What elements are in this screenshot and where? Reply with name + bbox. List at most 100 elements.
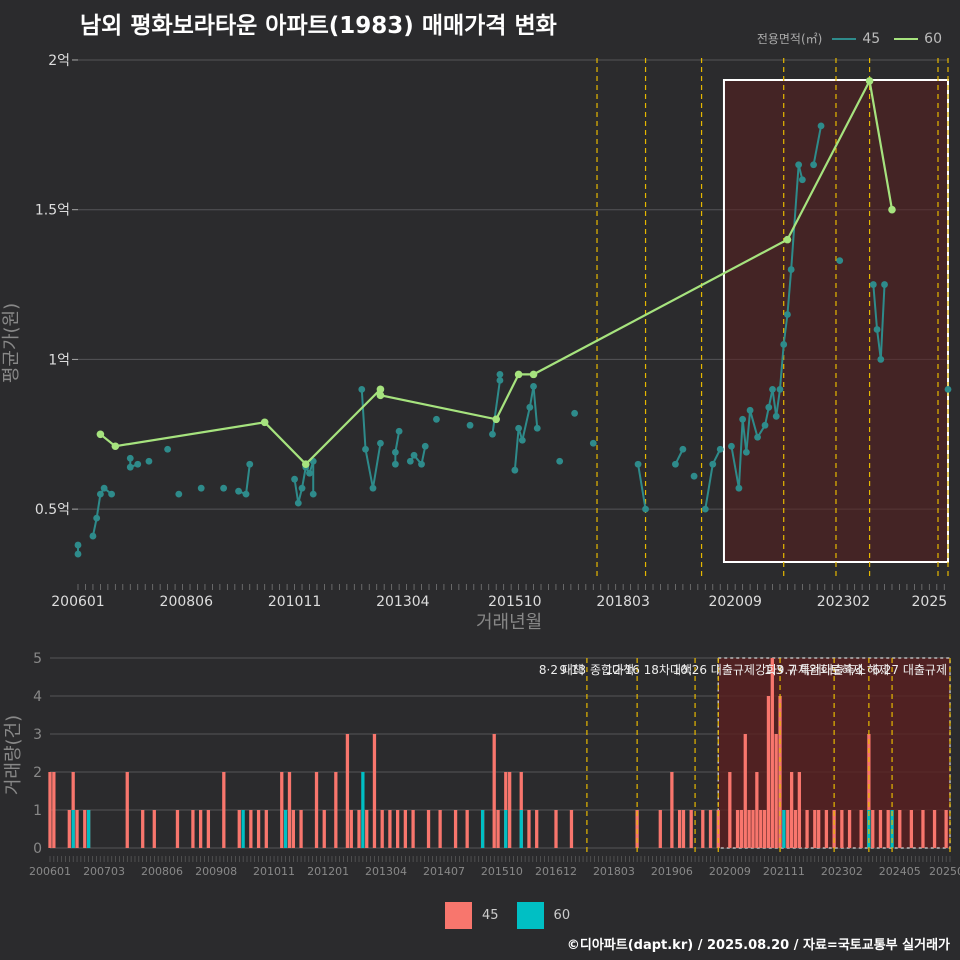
volume-bar-45 bbox=[280, 772, 284, 848]
series-45-segment bbox=[771, 389, 778, 417]
volume-policy-label-2: 12·16 18차대책 bbox=[606, 662, 693, 677]
legend-swatch-60 bbox=[894, 37, 919, 40]
legend-label-60: 60 bbox=[924, 30, 942, 47]
legend-swatch-45 bbox=[832, 37, 857, 40]
series-45-point bbox=[466, 421, 474, 429]
volume-policy-label-4: 10.26 대출규제강화 bbox=[673, 663, 777, 677]
volume-legend-swatch-60 bbox=[516, 902, 544, 929]
series-45-segment bbox=[741, 419, 748, 453]
volume-x-tick-label: 201011 bbox=[253, 865, 295, 878]
volume-bar-45 bbox=[357, 810, 361, 848]
price-y-tick-label: 2억 bbox=[48, 53, 70, 69]
series-45-point bbox=[74, 550, 82, 558]
series-45-point bbox=[489, 430, 496, 438]
volume-bar-45 bbox=[701, 810, 705, 848]
volume-bar-45 bbox=[222, 772, 226, 848]
volume-bar-60 bbox=[361, 772, 365, 848]
series-45-point bbox=[739, 415, 747, 423]
volume-bar-45 bbox=[932, 810, 937, 848]
series-60-line bbox=[99, 77, 894, 466]
series-60-point bbox=[96, 430, 105, 439]
volume-bar-45 bbox=[859, 810, 863, 848]
series-45-segment bbox=[812, 125, 823, 165]
volume-bar-45 bbox=[535, 810, 539, 848]
volume-policy-label-0: 8·2 대책 bbox=[539, 662, 584, 677]
series-45-point bbox=[395, 427, 403, 435]
series-45-point bbox=[784, 311, 791, 318]
volume-bar-45 bbox=[770, 658, 774, 848]
series-45-point bbox=[197, 484, 205, 492]
volume-x-tick-label: 200908 bbox=[195, 865, 237, 878]
price-x-tick-label: 201510 bbox=[488, 594, 541, 610]
series-45-point bbox=[634, 460, 642, 468]
series-45-point bbox=[709, 460, 717, 468]
series-45-point bbox=[526, 403, 534, 411]
series-45-point bbox=[358, 385, 366, 393]
volume-bar-60 bbox=[782, 810, 786, 848]
series-45-point bbox=[716, 445, 724, 453]
series-45-point bbox=[742, 448, 750, 456]
series-45-segment bbox=[513, 428, 520, 471]
price-x-tick-label: 201304 bbox=[376, 594, 430, 610]
price-x-tick-label: 200601 bbox=[51, 594, 104, 610]
chart-title: 남외 평화보라타운 아파트(1983) 매매가격 변화 bbox=[80, 13, 557, 39]
volume-bar-45 bbox=[658, 810, 662, 848]
volume-bar-60 bbox=[519, 810, 523, 848]
series-45-point bbox=[362, 445, 369, 453]
series-60-point bbox=[529, 370, 538, 379]
volume-bar-45 bbox=[817, 810, 821, 848]
volume-x-tick-label: 202506 bbox=[929, 865, 960, 878]
volume-bar-45 bbox=[739, 810, 744, 848]
volume-bar-45 bbox=[403, 810, 408, 848]
series-45-point bbox=[810, 161, 817, 169]
volume-bar-60 bbox=[241, 810, 245, 848]
volume-bar-60 bbox=[504, 810, 508, 848]
volume-bar-60 bbox=[71, 810, 75, 848]
volume-y-axis-title: 거래량(건) bbox=[3, 714, 25, 796]
volume-bar-45 bbox=[175, 810, 180, 848]
volume-legend-swatch-45 bbox=[445, 902, 472, 929]
price-y-tick-label: 1.5억 bbox=[35, 203, 70, 219]
volume-bar-45 bbox=[789, 772, 794, 848]
volume-legend-label-60: 60 bbox=[553, 908, 571, 923]
series-60-point bbox=[492, 415, 500, 424]
series-45-point bbox=[377, 439, 384, 447]
series-45-point bbox=[126, 463, 134, 471]
volume-bar-45 bbox=[867, 734, 871, 848]
volume-bar-45 bbox=[249, 810, 253, 848]
volume-x-tick-label: 201407 bbox=[423, 865, 465, 878]
volume-bar-45 bbox=[152, 810, 156, 848]
volume-bar-60 bbox=[480, 810, 485, 848]
volume-bar-45 bbox=[291, 810, 295, 848]
volume-bar-45 bbox=[256, 810, 261, 848]
series-45-segment bbox=[371, 443, 382, 489]
volume-bar-45 bbox=[677, 810, 682, 848]
volume-bar-45 bbox=[755, 772, 759, 848]
series-45-point bbox=[881, 281, 888, 288]
series-45-point bbox=[571, 409, 579, 417]
volume-bar-45 bbox=[921, 810, 925, 848]
series-45-point bbox=[556, 457, 564, 465]
series-45-segment bbox=[245, 464, 251, 495]
volume-bar-45 bbox=[465, 810, 469, 848]
series-45-point bbox=[291, 475, 298, 483]
volume-bar-45 bbox=[944, 810, 948, 848]
volume-bar-45 bbox=[774, 734, 778, 848]
volume-bar-45 bbox=[747, 810, 751, 848]
series-45-point bbox=[679, 445, 687, 453]
series-45-point bbox=[772, 412, 780, 420]
series-45-point bbox=[836, 257, 844, 264]
series-45-segment bbox=[879, 284, 886, 360]
series-60-point bbox=[783, 235, 792, 244]
series-45-point bbox=[701, 505, 709, 513]
volume-bar-45 bbox=[689, 810, 693, 848]
series-45-point bbox=[175, 490, 183, 498]
series-60-point bbox=[514, 370, 523, 379]
series-45-point bbox=[530, 382, 537, 390]
volume-bar-45 bbox=[345, 734, 350, 848]
volume-y-tick-label: 3 bbox=[33, 727, 42, 743]
volume-policy-label-5: 1.3 규제완화 bbox=[764, 663, 831, 677]
series-45-point bbox=[798, 176, 806, 184]
series-45-point bbox=[93, 514, 101, 522]
volume-bar-45 bbox=[191, 810, 195, 848]
